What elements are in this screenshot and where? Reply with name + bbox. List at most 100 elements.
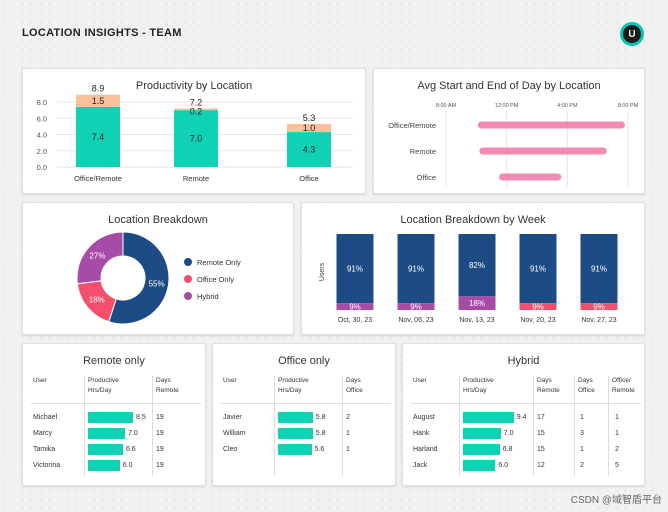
hours-value-cell: 7.0 [503,430,514,437]
bar-value-label: 4.3 [303,145,316,155]
col-hrs-1: Productive [278,377,309,384]
y-tick-label: 0.0 [37,163,47,172]
productivity-card: Productivity by Location 0.0 2.0 4.0 6.0 8.0… [22,68,366,194]
week-bar-segment [580,234,618,304]
ratio-cell: 1 [615,430,619,437]
y-axis-label: Users [319,262,326,281]
days-office-cell: 2 [580,462,584,469]
user-name-cell: Harland [413,446,438,453]
gantt-bar [499,173,562,181]
breakdown-chart: 55% 18% 27% Remote Only Office Only Hybrid [76,231,241,325]
col-days-2: Office [346,387,363,394]
user-name-cell: Jack [413,462,428,469]
slice-value-label: 18% [89,296,105,305]
hours-bar [88,460,120,471]
bar-value-label: 91% [408,265,424,274]
bar-total-label: 7.2 [190,98,203,108]
hours-bar [278,428,313,439]
days-office-cell: 1 [346,446,350,453]
bar-value-label: 82% [469,261,485,270]
y-tick-label: 4.0 [37,131,47,140]
bar-segment [287,123,331,133]
user-avatar[interactable]: U [620,22,644,46]
bar-segment [76,106,120,167]
x-tick-label: Remote [183,174,209,183]
bar-value-label: 9% [593,303,605,312]
productivity-chart: 0.0 2.0 4.0 6.0 8.0 7.4 1.5 8.9 Office/Remote 7.0… [37,84,353,183]
week-bar-segment [519,303,557,310]
ratio-cell: 2 [615,446,619,453]
start-end-title: Avg Start and End of Day by Location [417,80,601,92]
hours-value-cell: 6.6 [125,446,136,453]
y-tick-label: Office [417,173,436,182]
x-tick-label: 12:00 PM [495,103,519,109]
bar-value-label: 91% [347,265,363,274]
days-office-cell: 3 [580,430,584,437]
user-name-cell: August [413,414,435,421]
col-ratio-1: Office/ [612,377,631,384]
legend-swatch [184,292,192,300]
legend-label: Remote Only [197,258,241,267]
legend-swatch [184,275,192,283]
days-remote-cell: 17 [537,414,545,421]
y-tick-label: Remote [410,147,436,156]
hours-value-cell: 6.8 [502,446,513,453]
donut-slice [76,231,124,285]
days-office-cell: 1 [346,430,350,437]
bar-segment [174,110,218,167]
week-bar-segment [336,303,374,310]
days-remote-cell: 12 [537,462,545,469]
productivity-title: Productivity by Location [135,80,253,92]
user-name-cell: Victorina [33,462,61,469]
days-remote-cell: 19 [156,414,164,421]
user-name-cell: William [223,430,246,437]
bar-value-label: 1.5 [92,96,105,106]
hours-value-cell: 9.4 [516,414,527,421]
user-name-cell: Marcy [33,430,53,437]
x-tick-label: Office [299,174,318,183]
hours-value-cell: 5.8 [315,414,326,421]
days-remote-cell: 15 [537,446,545,453]
hours-bar [463,444,500,455]
legend-label: Office Only [197,275,234,284]
hybrid-card: Hybrid User Productive Hrs/Day Days Remo… [402,343,645,486]
weekly-chart: Users 91% 9% Oct, 30, 23 91% 9% Nov, 06, 23 82%… [319,234,618,324]
week-bar-segment [580,303,618,310]
col-user: User [33,377,47,384]
col-hrs-2: Hrs/Day [278,387,302,394]
days-remote-cell: 19 [156,446,164,453]
ratio-cell: 5 [615,462,619,469]
page-title: LOCATION INSIGHTS - TEAM [22,27,182,39]
user-name-cell: Tamika [33,446,56,453]
bar-value-label: 91% [530,265,546,274]
col-days-1: Days [156,377,171,384]
remote-only-title: Remote only [83,355,145,367]
bar-value-label: 9% [349,303,361,312]
slice-value-label: 55% [149,279,165,288]
bar-total-label: 8.9 [92,84,105,94]
bar-segment [287,132,331,167]
office-only-card: Office only User Productive Hrs/Day Days… [212,343,396,486]
user-name-cell: Javier [223,414,242,421]
bar-value-label: 9% [532,303,544,312]
user-name-cell: Hank [413,430,430,437]
hours-value-cell: 6.0 [498,462,509,469]
x-tick-label: Nov, 06, 23 [398,317,433,324]
col-hrs-1: Productive [463,377,494,384]
x-tick-label: Office/Remote [74,174,122,183]
days-remote-cell: 19 [156,430,164,437]
donut-slice [108,231,170,325]
bar-value-label: 7.4 [92,132,105,142]
week-bar-segment [458,234,496,297]
weekly-title: Location Breakdown by Week [400,214,546,226]
bar-value-label: 7.0 [190,134,203,144]
col-days-office-1: Days [578,377,593,384]
col-days-2: Remote [156,387,179,394]
week-bar-segment [336,234,374,304]
remote-only-card: Remote only User Productive Hrs/Day Days… [22,343,206,486]
y-tick-label: 2.0 [37,147,47,156]
watermark: CSDN @域智盾平台 [570,495,662,506]
hours-value-cell: 5.6 [314,446,325,453]
y-tick-label: Office/Remote [388,121,436,130]
hours-bar [278,444,312,455]
